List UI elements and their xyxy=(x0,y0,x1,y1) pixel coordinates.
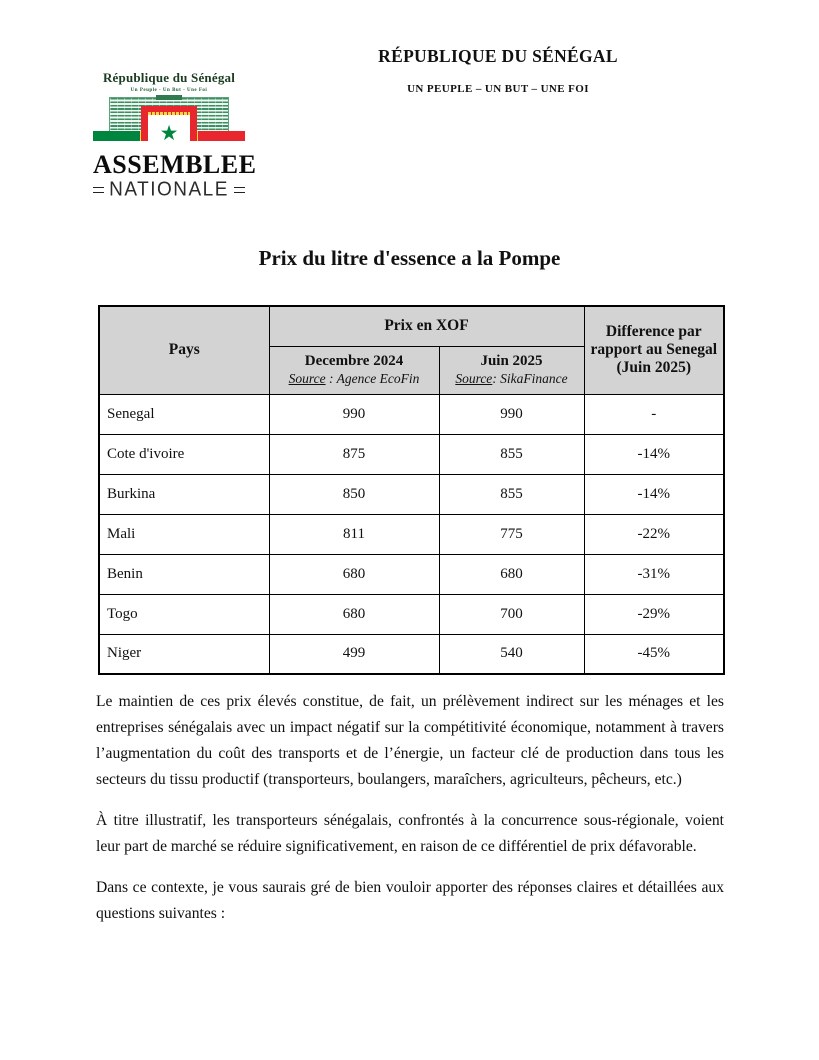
col-header-juin2025-source: Source: SikaFinance xyxy=(455,371,568,386)
cell-juin: 990 xyxy=(438,393,585,435)
republic-header: RÉPUBLIQUE DU SÉNÉGAL UN PEUPLE – UN BUT… xyxy=(330,46,666,95)
col-header-dec2024-source: Source : Agence EcoFin xyxy=(288,371,420,386)
equals-line-right xyxy=(233,186,245,193)
cell-dec: 680 xyxy=(268,553,440,595)
assembly-building-icon: ★ xyxy=(93,95,245,145)
cell-dec: 850 xyxy=(268,473,440,515)
cell-dec: 680 xyxy=(268,593,440,635)
arch-frieze xyxy=(148,112,190,115)
cell-juin: 680 xyxy=(438,553,585,595)
col-header-dec2024: Decembre 2024 Source : Agence EcoFin xyxy=(268,345,440,395)
cell-country: Burkina xyxy=(98,473,270,515)
col-header-dec2024-title: Decembre 2024 xyxy=(304,353,404,369)
cell-country: Cote d'ivoire xyxy=(98,433,270,475)
cell-diff: - xyxy=(583,393,725,435)
star-icon: ★ xyxy=(159,121,179,145)
republic-title: RÉPUBLIQUE DU SÉNÉGAL xyxy=(378,46,618,66)
col-header-juin2025-title: Juin 2025 xyxy=(480,353,543,369)
table-row: Senegal 990 990 - xyxy=(98,393,725,435)
table-row: Mali 811 775 -22% xyxy=(98,513,725,555)
col-header-diff: Difference par rapport au Senegal (Juin … xyxy=(583,305,725,395)
table-row: Togo 680 700 -29% xyxy=(98,593,725,635)
cell-diff: -14% xyxy=(583,473,725,515)
cell-country: Benin xyxy=(98,553,270,595)
cell-dec: 811 xyxy=(268,513,440,555)
cell-country: Mali xyxy=(98,513,270,555)
equals-line-left xyxy=(93,186,105,193)
cell-diff: -31% xyxy=(583,553,725,595)
republic-motto: UN PEUPLE – UN BUT – UNE FOI xyxy=(407,83,589,95)
table-row: Benin 680 680 -31% xyxy=(98,553,725,595)
cell-country: Senegal xyxy=(98,393,270,435)
cell-diff: -45% xyxy=(583,633,725,675)
fuel-price-table: Pays Prix en XOF Difference par rapport … xyxy=(98,305,725,675)
cell-diff: -29% xyxy=(583,593,725,635)
cell-dec: 990 xyxy=(268,393,440,435)
page-title: Prix du litre d'essence a la Pompe xyxy=(258,246,561,270)
paragraph-2: À titre illustratif, les transporteurs s… xyxy=(96,812,724,855)
logo-small-motto: Un Peuple - Un But - Une Foi xyxy=(130,88,208,93)
cell-juin: 855 xyxy=(438,433,585,475)
cell-country: Niger xyxy=(98,633,270,675)
cell-diff: -22% xyxy=(583,513,725,555)
logo-org-line2-row: NATIONALE xyxy=(93,180,245,199)
assembly-logo: République du Sénégal Un Peuple - Un But… xyxy=(93,70,257,199)
paragraph-3: Dans ce contexte, je vous saurais gré de… xyxy=(96,879,724,922)
table-row: Burkina 850 855 -14% xyxy=(98,473,725,515)
cell-juin: 540 xyxy=(438,633,585,675)
cell-juin: 775 xyxy=(438,513,585,555)
cell-dec: 499 xyxy=(268,633,440,675)
logo-country-name: République du Sénégal xyxy=(102,70,236,85)
letter-body: Le maintien de ces prix élevés constitue… xyxy=(96,689,724,927)
col-header-juin2025: Juin 2025 Source: SikaFinance xyxy=(438,345,585,395)
table-row: Niger 499 540 -45% xyxy=(98,633,725,675)
logo-org-line1: ASSEMBLEE xyxy=(93,150,257,179)
cell-diff: -14% xyxy=(583,433,725,475)
cell-juin: 700 xyxy=(438,593,585,635)
logo-org-line2: NATIONALE xyxy=(109,178,229,201)
col-header-pays: Pays xyxy=(98,305,270,395)
building-arch xyxy=(141,106,197,141)
paragraph-1: Le maintien de ces prix élevés constitue… xyxy=(96,693,724,788)
cell-juin: 855 xyxy=(438,473,585,515)
cell-dec: 875 xyxy=(268,433,440,475)
building-roof-block xyxy=(156,95,182,100)
col-header-group: Prix en XOF xyxy=(268,305,585,347)
cell-country: Togo xyxy=(98,593,270,635)
table-row: Cote d'ivoire 875 855 -14% xyxy=(98,433,725,475)
